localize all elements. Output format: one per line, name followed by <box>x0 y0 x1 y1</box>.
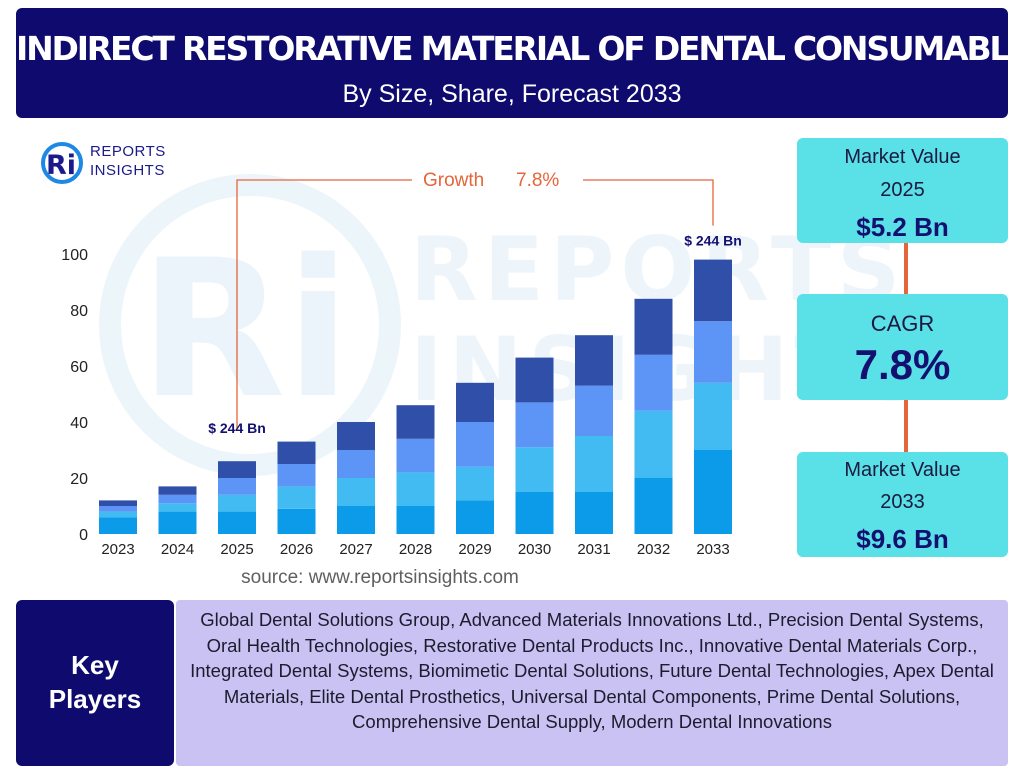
key-players-heading-line1: Key <box>71 650 119 680</box>
x-tick-label: 2029 <box>458 541 491 558</box>
page-title: INDIRECT RESTORATIVE MATERIAL OF DENTAL … <box>16 29 1008 68</box>
bar-segment <box>456 466 494 501</box>
bar-segment <box>575 436 613 492</box>
y-tick-label: 60 <box>70 359 88 376</box>
bar-segment <box>575 492 613 534</box>
card-label: CAGR <box>870 311 935 336</box>
bar-segment <box>515 447 554 492</box>
logo-text-insights: INSIGHTS <box>90 162 165 179</box>
bar-segment <box>99 517 137 534</box>
bar-segment <box>337 478 375 506</box>
connector-line <box>904 400 908 452</box>
bar-segment <box>158 511 197 534</box>
x-tick-label: 2024 <box>161 541 194 558</box>
bar-segment <box>634 298 673 355</box>
bar-segment <box>277 508 316 534</box>
x-tick-label: 2026 <box>280 541 313 558</box>
bar-segment <box>634 478 673 534</box>
bar-segment <box>337 506 375 534</box>
end-value-label: $ 244 Bn <box>684 233 742 249</box>
growth-bracket-right <box>583 179 714 226</box>
bar-segment <box>694 382 732 450</box>
bar-segment <box>396 506 435 534</box>
market-value-2025-card: Market Value 2025 $5.2 Bn <box>797 138 1008 243</box>
y-tick-label: 0 <box>79 527 88 544</box>
bar-segment <box>218 478 256 495</box>
bar-segment <box>694 259 732 322</box>
market-value-2033-card: Market Value 2033 $9.6 Bn <box>797 452 1008 557</box>
bar-segment <box>158 486 197 495</box>
cagr-card: CAGR 7.8% <box>797 294 1008 400</box>
x-tick-label: 2027 <box>339 541 372 558</box>
bar-segment <box>575 385 613 436</box>
bar-segment <box>218 511 256 534</box>
bar-segment <box>575 335 613 386</box>
logo-text-reports: REPORTS <box>90 143 166 160</box>
header-banner: INDIRECT RESTORATIVE MATERIAL OF DENTAL … <box>16 8 1008 118</box>
x-tick-label: 2028 <box>399 541 432 558</box>
bar-segment <box>99 500 137 506</box>
bar-segment <box>515 357 554 403</box>
bar-segment <box>396 405 435 439</box>
x-tick-label: 2031 <box>577 541 610 558</box>
y-tick-label: 40 <box>70 415 88 432</box>
key-players-heading: Key Players <box>16 600 174 766</box>
key-players-list: Global Dental Solutions Group, Advanced … <box>176 600 1008 766</box>
bar-segment <box>694 321 732 383</box>
bar-segment <box>158 494 197 504</box>
page-subtitle: By Size, Share, Forecast 2033 <box>342 80 682 108</box>
cagr-value: 7.8% <box>854 341 951 388</box>
x-tick-label: 2025 <box>220 541 253 558</box>
bar-segment <box>277 486 316 509</box>
bar-segment <box>694 450 732 534</box>
logo-icon: Ri <box>41 142 83 184</box>
growth-label: Growth <box>423 170 484 191</box>
bar-segment <box>456 500 494 534</box>
card-label-year: 2025 <box>880 179 925 201</box>
key-players-heading-line2: Players <box>48 684 142 714</box>
y-tick-label: 80 <box>70 303 88 320</box>
card-label-year: 2033 <box>880 491 925 513</box>
bar-segment <box>634 410 673 478</box>
bar-segment <box>515 492 554 534</box>
growth-rate-label: 7.8% <box>516 170 559 191</box>
bar-segment <box>99 506 137 512</box>
bar-segment <box>396 438 435 473</box>
bar-segment <box>99 511 137 518</box>
growth-bracket-left <box>236 179 412 430</box>
x-tick-label: 2030 <box>518 541 551 558</box>
bar-segment <box>515 402 554 448</box>
market-value-2033: $9.6 Bn <box>856 524 949 554</box>
bar-segment <box>158 503 197 512</box>
y-tick-label: 20 <box>70 471 88 488</box>
y-tick-label: 100 <box>61 247 88 264</box>
start-value-label: $ 244 Bn <box>208 420 266 436</box>
bar-segment <box>456 382 494 422</box>
bar-segment <box>634 354 673 411</box>
bar-segment <box>456 422 494 467</box>
bar-segment <box>337 450 375 478</box>
source-note: source: www.reportsinsights.com <box>241 567 519 588</box>
bar-segment <box>277 441 316 464</box>
card-label: Market Value <box>844 459 961 481</box>
market-bar-chart: 0 20 40 60 80 100 2023 2024 2025 2026 2027 2028 2029… <box>61 170 742 558</box>
bar-segment <box>337 422 375 450</box>
bar-segment <box>396 472 435 506</box>
logo-initials: Ri <box>46 150 76 181</box>
brand-logo: Ri REPORTS INSIGHTS <box>40 140 190 186</box>
x-tick-label: 2032 <box>637 541 670 558</box>
x-tick-label: 2023 <box>101 541 134 558</box>
x-tick-label: 2033 <box>696 541 729 558</box>
card-label: Market Value <box>844 146 961 168</box>
market-value-2025: $5.2 Bn <box>856 212 949 242</box>
connector-line <box>904 243 908 294</box>
bar-segment <box>218 461 256 478</box>
bar-segment <box>218 494 256 512</box>
bar-segment <box>277 464 316 487</box>
